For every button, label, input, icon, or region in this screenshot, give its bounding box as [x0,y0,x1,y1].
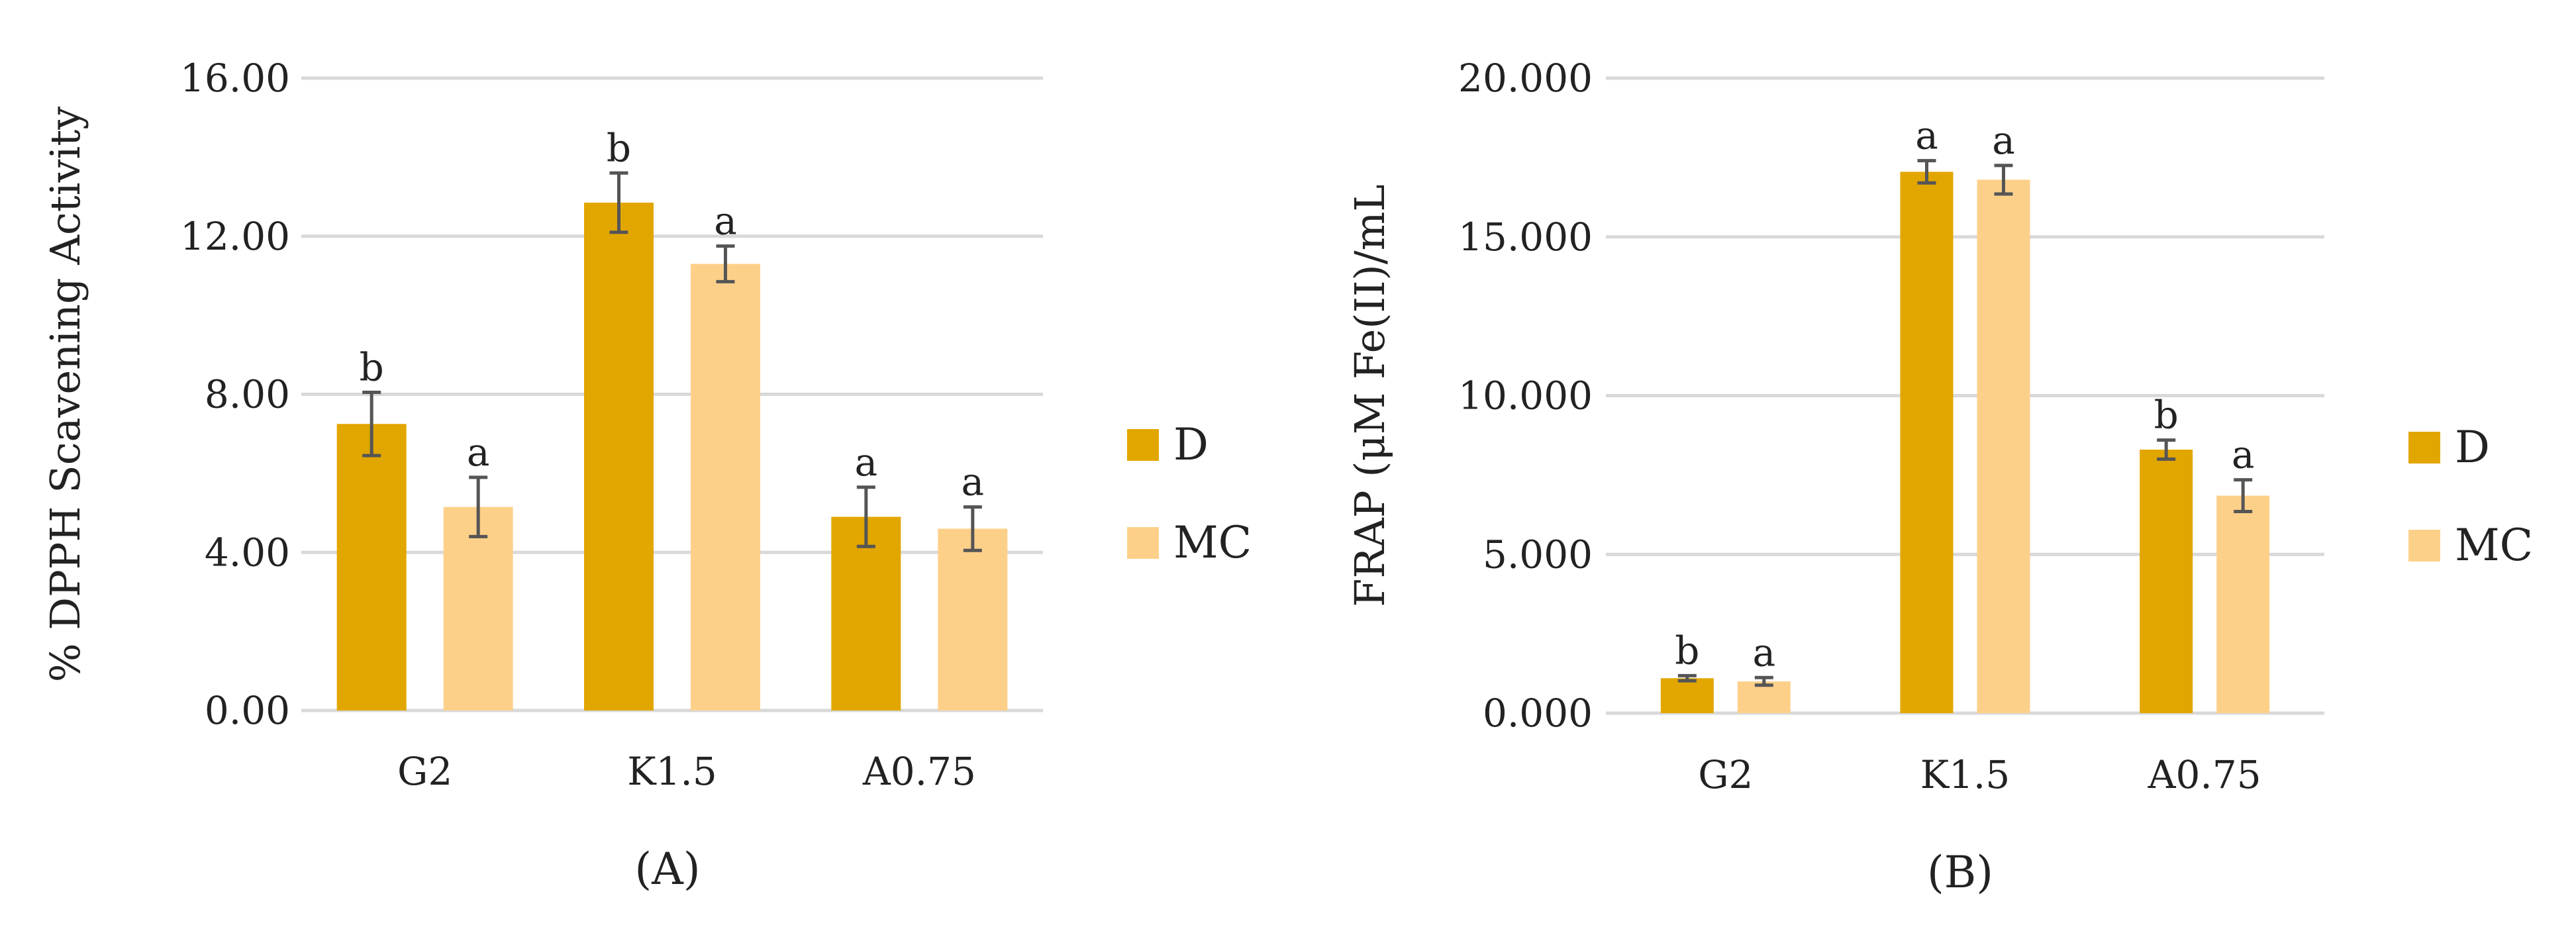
y-tick-label: 12.00 [180,214,290,259]
y-axis-label: FRAP (μM Fe(II)/mL [1346,184,1394,607]
y-tick-label: 5.000 [1483,532,1593,577]
bar-d-g2 [336,424,407,710]
significance-label: b [607,125,631,170]
y-tick-label: 15.000 [1458,215,1593,260]
significance-label: a [855,440,878,485]
y-tick-label: 16.00 [180,56,290,101]
x-tick-label: K1.5 [1920,752,2010,797]
chart-panel-a: 0.00 4.00 8.00 12.00 16.00 % DPPH Scavening A… [41,56,1252,895]
bar-d-k1.5 [1900,172,1954,713]
bar-mc-k1.5 [1977,179,2030,713]
legend-swatch-mc [2408,530,2440,562]
y-tick-label: 20.000 [1458,56,1593,101]
significance-label: a [2232,432,2255,477]
legend-label-d: D [1173,419,1209,470]
legend-swatch-mc [1127,527,1159,559]
significance-label: b [2154,393,2179,438]
significance-label: a [962,460,985,505]
panel-caption: (B) [1927,847,1993,898]
significance-label: a [1992,118,2015,163]
legend-label-mc: MC [2455,520,2533,571]
significance-label: a [467,430,490,475]
significance-label: b [360,345,384,390]
significance-label: a [1753,630,1776,675]
bar-mc-g2 [443,507,513,710]
legend-label-d: D [2455,422,2490,473]
x-tick-label: K1.5 [627,749,717,794]
legend-swatch-d [1127,429,1159,461]
bar-d-a0.75 [831,516,901,710]
x-tick-label: A0.75 [862,749,976,794]
y-axis-label: % DPPH Scavening Activity [41,107,89,683]
significance-label: a [714,199,737,244]
legend-swatch-d [2408,432,2440,464]
x-tick-label: G2 [1698,752,1753,797]
y-tick-label: 8.00 [205,372,290,417]
significance-label: a [1915,113,1938,158]
y-tick-label: 4.00 [205,530,290,575]
y-tick-label: 0.000 [1483,691,1593,736]
bar-d-a0.75 [2140,450,2193,713]
bar-d-k1.5 [584,203,654,710]
y-tick-label: 0.00 [205,688,290,733]
panel-caption: (A) [634,844,700,895]
bar-mc-a0.75 [2216,495,2270,713]
chart-panel-b: 0.000 5.000 10.000 15.000 20.000 FRAP (μM Fe(… [1346,56,2533,898]
x-tick-label: A0.75 [2148,752,2261,797]
bar-mc-a0.75 [938,528,1008,710]
legend-label-mc: MC [1173,517,1252,568]
significance-label: b [1675,628,1699,673]
bar-mc-k1.5 [691,264,760,710]
bar-d-g2 [1660,678,1714,713]
x-tick-label: G2 [397,749,452,794]
y-tick-label: 10.000 [1458,373,1593,418]
